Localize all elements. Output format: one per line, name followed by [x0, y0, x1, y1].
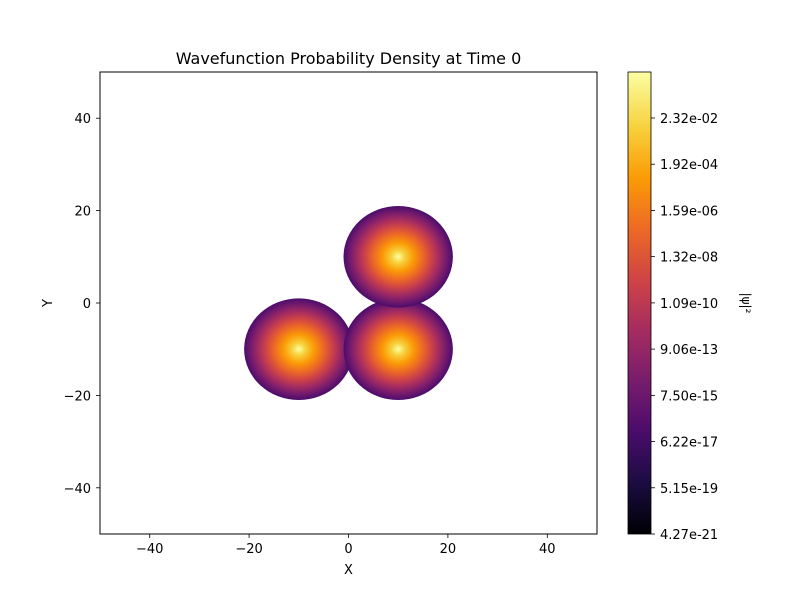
x-tick-label: 20	[440, 542, 457, 557]
colorbar-tick-label: 4.27e-21	[660, 528, 718, 543]
x-axis: −40 −20 0 20 40	[136, 534, 556, 557]
colorbar	[627, 71, 652, 535]
density-packet-1	[244, 298, 354, 401]
colorbar-tick-label: 6.22e-17	[660, 436, 718, 451]
y-axis: −40 −20 0 20 40	[64, 112, 100, 497]
y-tick-label: 0	[83, 297, 91, 312]
colorbar-tick-label: 1.32e-08	[660, 251, 718, 266]
x-tick-label: −40	[136, 542, 163, 557]
plot-area	[100, 72, 597, 534]
y-axis-label: Y	[41, 299, 56, 308]
colorbar-tick-label: 1.09e-10	[660, 297, 718, 312]
x-tick-label: 0	[344, 542, 352, 557]
y-tick-label: −40	[64, 482, 91, 497]
y-tick-label: 20	[74, 205, 91, 220]
chart-title: Wavefunction Probability Density at Time…	[176, 49, 522, 68]
colorbar-tick-label: 7.50e-15	[660, 389, 718, 404]
colorbar-tick-label: 5.15e-19	[660, 482, 718, 497]
density-packet-3	[343, 205, 453, 308]
density-packet-2	[343, 298, 453, 401]
x-tick-label: −20	[235, 542, 262, 557]
y-tick-label: −20	[64, 389, 91, 404]
colorbar-tick-label: 1.92e-04	[660, 158, 718, 173]
x-axis-label: X	[344, 563, 353, 578]
colorbar-ticks: 4.27e-21 5.15e-19 6.22e-17 7.50e-15 9.06e-13…	[651, 112, 718, 543]
density-packets	[244, 205, 453, 401]
x-tick-label: 40	[539, 542, 556, 557]
colorbar-tick-label: 1.59e-06	[660, 204, 718, 219]
colorbar-tick-label: 2.32e-02	[660, 112, 718, 127]
y-tick-label: 40	[74, 112, 91, 127]
colorbar-label: |ψ|²	[739, 293, 753, 314]
colorbar-tick-label: 9.06e-13	[660, 343, 718, 358]
